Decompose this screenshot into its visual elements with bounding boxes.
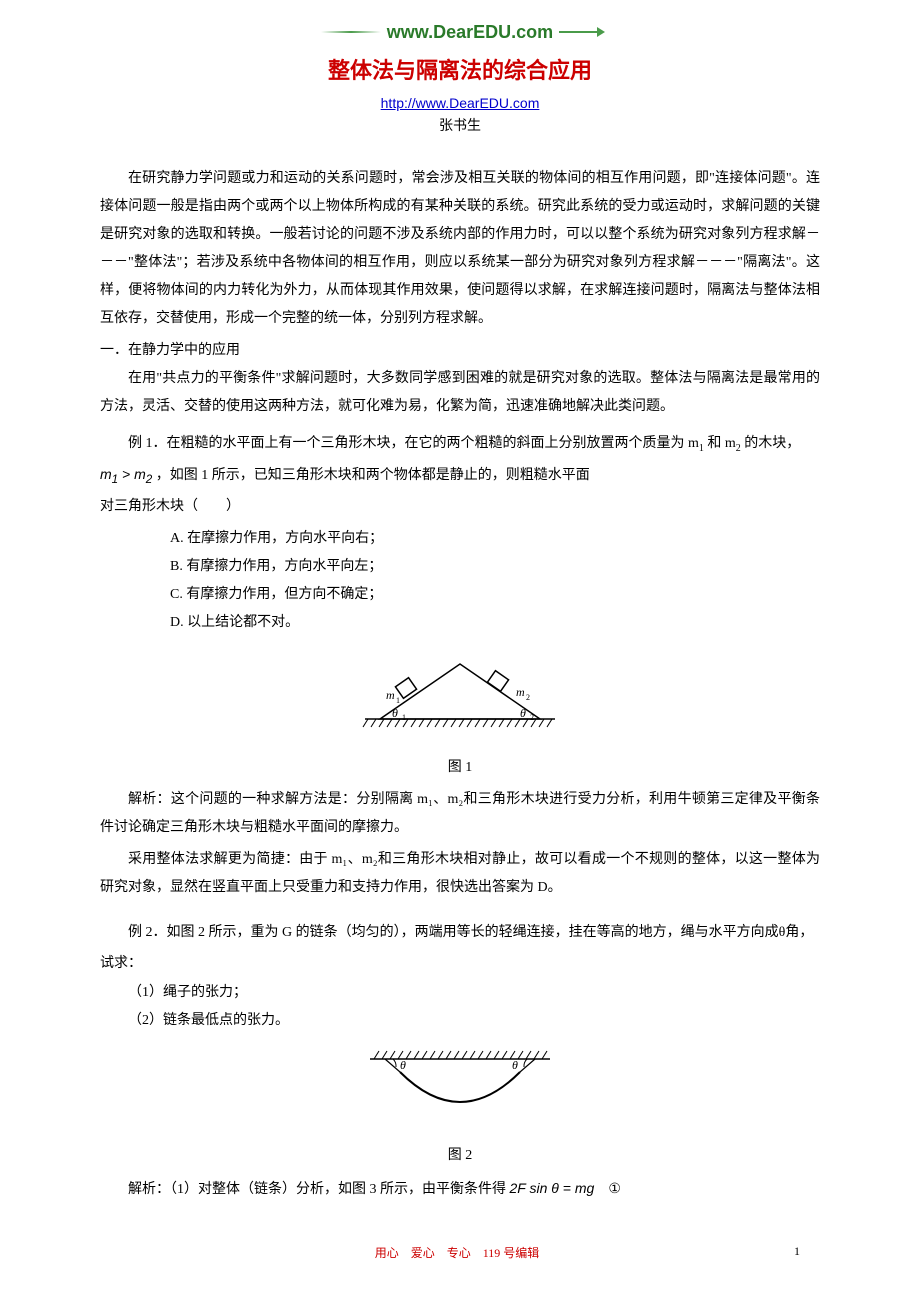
example-1-text: 例 1．在粗糙的水平面上有一个三角形木块，在它的两个粗糙的斜面上分别放置两个质量… (100, 429, 820, 493)
ex1-formula: m1 > m2 (100, 466, 152, 482)
document-title: 整体法与隔离法的综合应用 (100, 53, 820, 85)
ex1-analysis-2: 采用整体法求解更为简捷：由于 m₁、m₂和三角形木块相对静止，故可以看成一个不规… (100, 846, 820, 902)
logo-decoration-right (559, 31, 599, 33)
svg-text:m: m (386, 688, 395, 702)
ex2-formula: 2F sin θ = mg (510, 1180, 595, 1196)
svg-text:θ: θ (392, 706, 398, 720)
svg-text:1: 1 (396, 696, 400, 705)
example-2-text: 例 2．如图 2 所示，重为 G 的链条（均匀的），两端用等长的轻绳连接，挂在等… (100, 918, 820, 980)
ex1-analysis-1: 解析：这个问题的一种求解方法是：分别隔离 m₁、m₂和三角形木块进行受力分析，利… (100, 786, 820, 842)
svg-text:2: 2 (530, 713, 534, 722)
svg-text:1: 1 (402, 713, 406, 722)
ex1-part2: 和 m (707, 436, 735, 451)
logo-decoration-left (321, 31, 381, 33)
ex1-part1: 例 1．在粗糙的水平面上有一个三角形木块，在它的两个粗糙的斜面上分别放置两个质量… (128, 436, 699, 451)
figure-1: m 1 m 2 θ 1 θ 2 (100, 649, 820, 744)
option-a: A. 在摩擦力作用，方向水平向右； (170, 525, 820, 553)
figure-2: θ θ (100, 1047, 820, 1132)
ex2-sub1: （1）绳子的张力； (128, 979, 820, 1007)
ex2-analysis: 解析：（1）对整体（链条）分析，如图 3 所示，由平衡条件得 2F sin θ … (100, 1174, 820, 1204)
figure-2-caption: 图 2 (100, 1144, 820, 1164)
option-b: B. 有摩擦力作用，方向水平向左； (170, 553, 820, 581)
ex2-eq-num: ① (608, 1182, 621, 1197)
option-d: D. 以上结论都不对。 (170, 609, 820, 637)
svg-text:m: m (516, 685, 525, 699)
figure-1-caption: 图 1 (100, 756, 820, 776)
ex1-part3: 的木块， (744, 436, 800, 451)
page-number: 1 (794, 1244, 800, 1261)
source-url[interactable]: http://www.DearEDU.com (100, 95, 820, 111)
section-1-heading: 一．在静力学中的应用 (100, 337, 820, 365)
ex1-options: A. 在摩擦力作用，方向水平向右； B. 有摩擦力作用，方向水平向左； C. 有… (170, 525, 820, 637)
option-c: C. 有摩擦力作用，但方向不确定； (170, 581, 820, 609)
header-logo: www.DearEDU.com (100, 20, 820, 43)
footer-text: 用心 爱心 专心 119 号编辑 (375, 1244, 540, 1261)
logo-text: www.DearEDU.com (387, 22, 553, 43)
svg-text:2: 2 (526, 693, 530, 702)
svg-text:θ: θ (512, 1058, 518, 1072)
intro-paragraph: 在研究静力学问题或力和运动的关系问题时，常会涉及相互关联的物体间的相互作用问题，… (100, 165, 820, 333)
author-name: 张书生 (100, 115, 820, 135)
svg-text:θ: θ (520, 706, 526, 720)
ex1-part4: ，如图 1 所示，已知三角形木块和两个物体都是静止的，则粗糙水平面 (156, 468, 590, 483)
ex2-analysis-text: 解析：（1）对整体（链条）分析，如图 3 所示，由平衡条件得 (128, 1182, 506, 1197)
svg-text:θ: θ (400, 1058, 406, 1072)
section-1-intro: 在用"共点力的平衡条件"求解问题时，大多数同学感到困难的就是研究对象的选取。整体… (100, 365, 820, 421)
ex1-question: 对三角形木块（ ） (100, 493, 820, 521)
ex2-sub2: （2）链条最低点的张力。 (128, 1007, 820, 1035)
page-footer: 用心 爱心 专心 119 号编辑 1 (100, 1244, 820, 1261)
